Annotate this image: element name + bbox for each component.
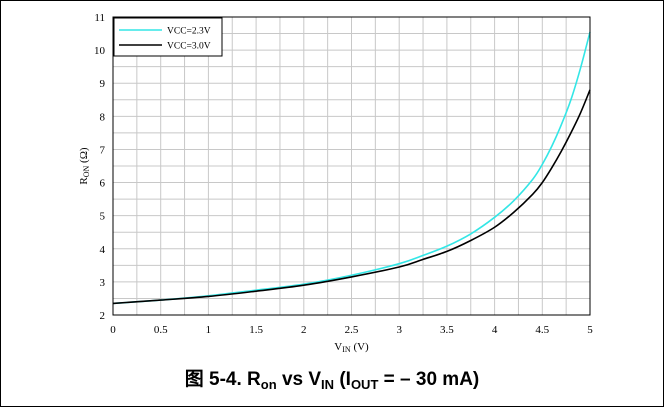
x-tick-label: 1.5 bbox=[249, 324, 263, 336]
caption-sub-on: on bbox=[260, 377, 277, 392]
caption-sub-out: OUT bbox=[350, 377, 379, 392]
y-tick-label: 5 bbox=[100, 211, 106, 223]
caption-open: (I bbox=[334, 369, 351, 390]
series-layer bbox=[112, 31, 591, 305]
plot-area-border bbox=[112, 16, 591, 316]
x-axis-label-unit: (V) bbox=[351, 341, 369, 353]
legend: VCC=2.3V VCC=3.0V bbox=[113, 17, 223, 57]
x-tick-label: 4 bbox=[492, 324, 498, 336]
y-axis-label-main: R bbox=[78, 177, 90, 185]
y-tick-label: 7 bbox=[100, 144, 106, 156]
y-tick-label: 11 bbox=[94, 12, 105, 24]
figure-caption: 图 5-4. Ron vs VIN (IOUT = – 30 mA) bbox=[0, 366, 664, 394]
x-axis-label-sub: IN bbox=[342, 345, 351, 354]
legend-box bbox=[113, 17, 223, 57]
caption-prefix: 图 5-4. R bbox=[184, 369, 261, 390]
chart: 0 0.5 1 1.5 2 2.5 3 3.5 4 4.5 5 2 3 4 5 6 7 8 9 10 11 VCC=2.… bbox=[78, 12, 593, 354]
legend-label: VCC=3.0V bbox=[167, 42, 211, 52]
y-axis-label-sub: ON bbox=[82, 165, 91, 177]
x-tick-label: 2 bbox=[301, 324, 307, 336]
y-tick-label: 9 bbox=[100, 78, 106, 90]
x-tick-label: 2.5 bbox=[345, 324, 359, 336]
x-tick-label: 5 bbox=[587, 324, 593, 336]
y-axis-label: RON (Ω) bbox=[78, 147, 91, 184]
y-tick-label: 6 bbox=[100, 178, 106, 190]
tick-labels: 0 0.5 1 1.5 2 2.5 3 3.5 4 4.5 5 2 3 4 5 6 7 8 9 10 11 bbox=[94, 12, 593, 336]
caption-sub-in: IN bbox=[321, 377, 335, 392]
x-axis-label: VIN (V) bbox=[334, 341, 369, 354]
x-tick-label: 1 bbox=[206, 324, 212, 336]
caption-mid: vs V bbox=[276, 369, 322, 390]
series-line bbox=[112, 89, 591, 305]
y-axis-label-unit: (Ω) bbox=[78, 147, 90, 166]
x-tick-label: 0.5 bbox=[154, 324, 168, 336]
series-line bbox=[112, 31, 591, 305]
y-tick-label: 3 bbox=[100, 277, 106, 289]
x-tick-label: 0 bbox=[110, 324, 116, 336]
y-tick-label: 4 bbox=[100, 244, 106, 256]
x-tick-label: 3 bbox=[396, 324, 402, 336]
x-axis-label-main: V bbox=[334, 341, 342, 353]
x-tick-label: 4.5 bbox=[535, 324, 549, 336]
y-tick-label: 8 bbox=[100, 111, 106, 123]
legend-label: VCC=2.3V bbox=[167, 27, 211, 37]
grid-layer bbox=[112, 16, 591, 316]
x-tick-label: 3.5 bbox=[440, 324, 454, 336]
caption-suffix: = – 30 mA) bbox=[378, 369, 480, 390]
y-tick-label: 2 bbox=[100, 310, 106, 322]
y-tick-label: 10 bbox=[94, 45, 106, 57]
